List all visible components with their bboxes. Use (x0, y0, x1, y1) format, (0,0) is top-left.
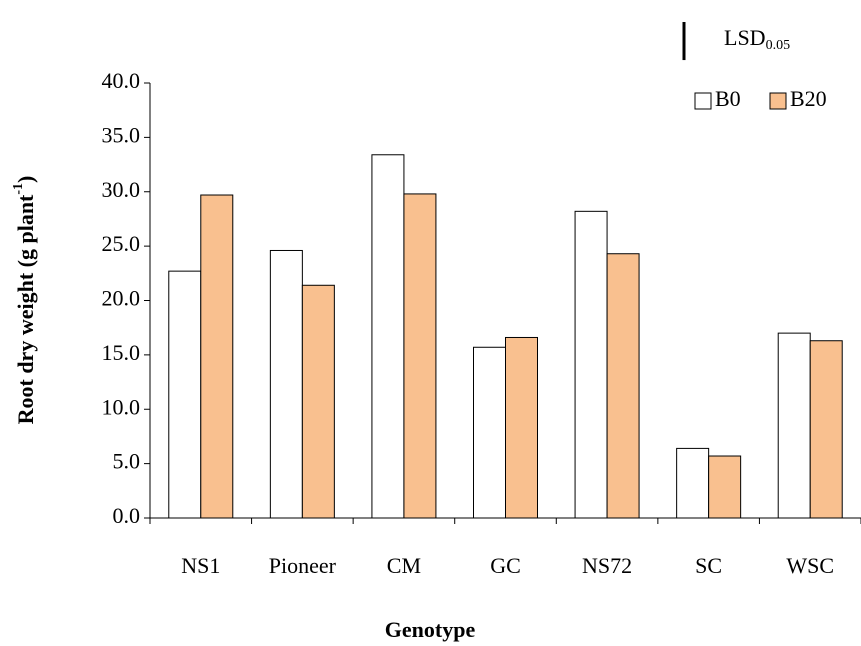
x-tick-label: SC (695, 553, 722, 578)
y-tick-label: 20.0 (102, 286, 141, 311)
x-tick-label: NS1 (181, 553, 220, 578)
x-tick-label: CM (387, 553, 421, 578)
bar (301, 284, 335, 519)
y-tick-label: 25.0 (102, 231, 141, 256)
y-axis-label-text: Root dry weight (g plant (13, 194, 38, 424)
bar (403, 193, 437, 519)
legend-swatch (694, 92, 712, 110)
bar (777, 332, 811, 519)
bar (200, 194, 234, 519)
lsd-label: LSD0.05 (724, 25, 790, 53)
y-tick-label: 35.0 (102, 122, 141, 147)
y-axis-label-tail: ) (13, 176, 38, 183)
bar (708, 455, 742, 519)
bar (676, 447, 710, 519)
legend-swatch (769, 92, 787, 110)
legend-label: B20 (790, 86, 827, 111)
bar (574, 210, 608, 519)
y-tick-label: 5.0 (113, 449, 141, 474)
x-tick-label: GC (490, 553, 521, 578)
bar (168, 270, 202, 519)
x-tick-label: Pioneer (269, 553, 337, 578)
bar (473, 346, 506, 519)
y-tick-label: 15.0 (102, 340, 141, 365)
y-axis-label-sup: -1 (11, 183, 26, 195)
x-tick-label: WSC (786, 553, 834, 578)
bar (606, 253, 640, 519)
lsd-sub: 0.05 (766, 38, 791, 53)
y-tick-label: 40.0 (102, 68, 141, 93)
y-axis-label: Root dry weight (g plant-1) (11, 176, 38, 425)
x-tick-label: NS72 (582, 553, 632, 578)
x-axis-label: Genotype (385, 617, 476, 642)
bar (269, 249, 303, 519)
bar (505, 336, 538, 519)
lsd-text: LSD (724, 25, 766, 50)
bar (809, 340, 843, 519)
y-tick-label: 0.0 (113, 503, 141, 528)
bar (371, 154, 405, 519)
y-tick-label: 10.0 (102, 394, 141, 419)
legend-label: B0 (715, 86, 741, 111)
y-tick-label: 30.0 (102, 177, 141, 202)
